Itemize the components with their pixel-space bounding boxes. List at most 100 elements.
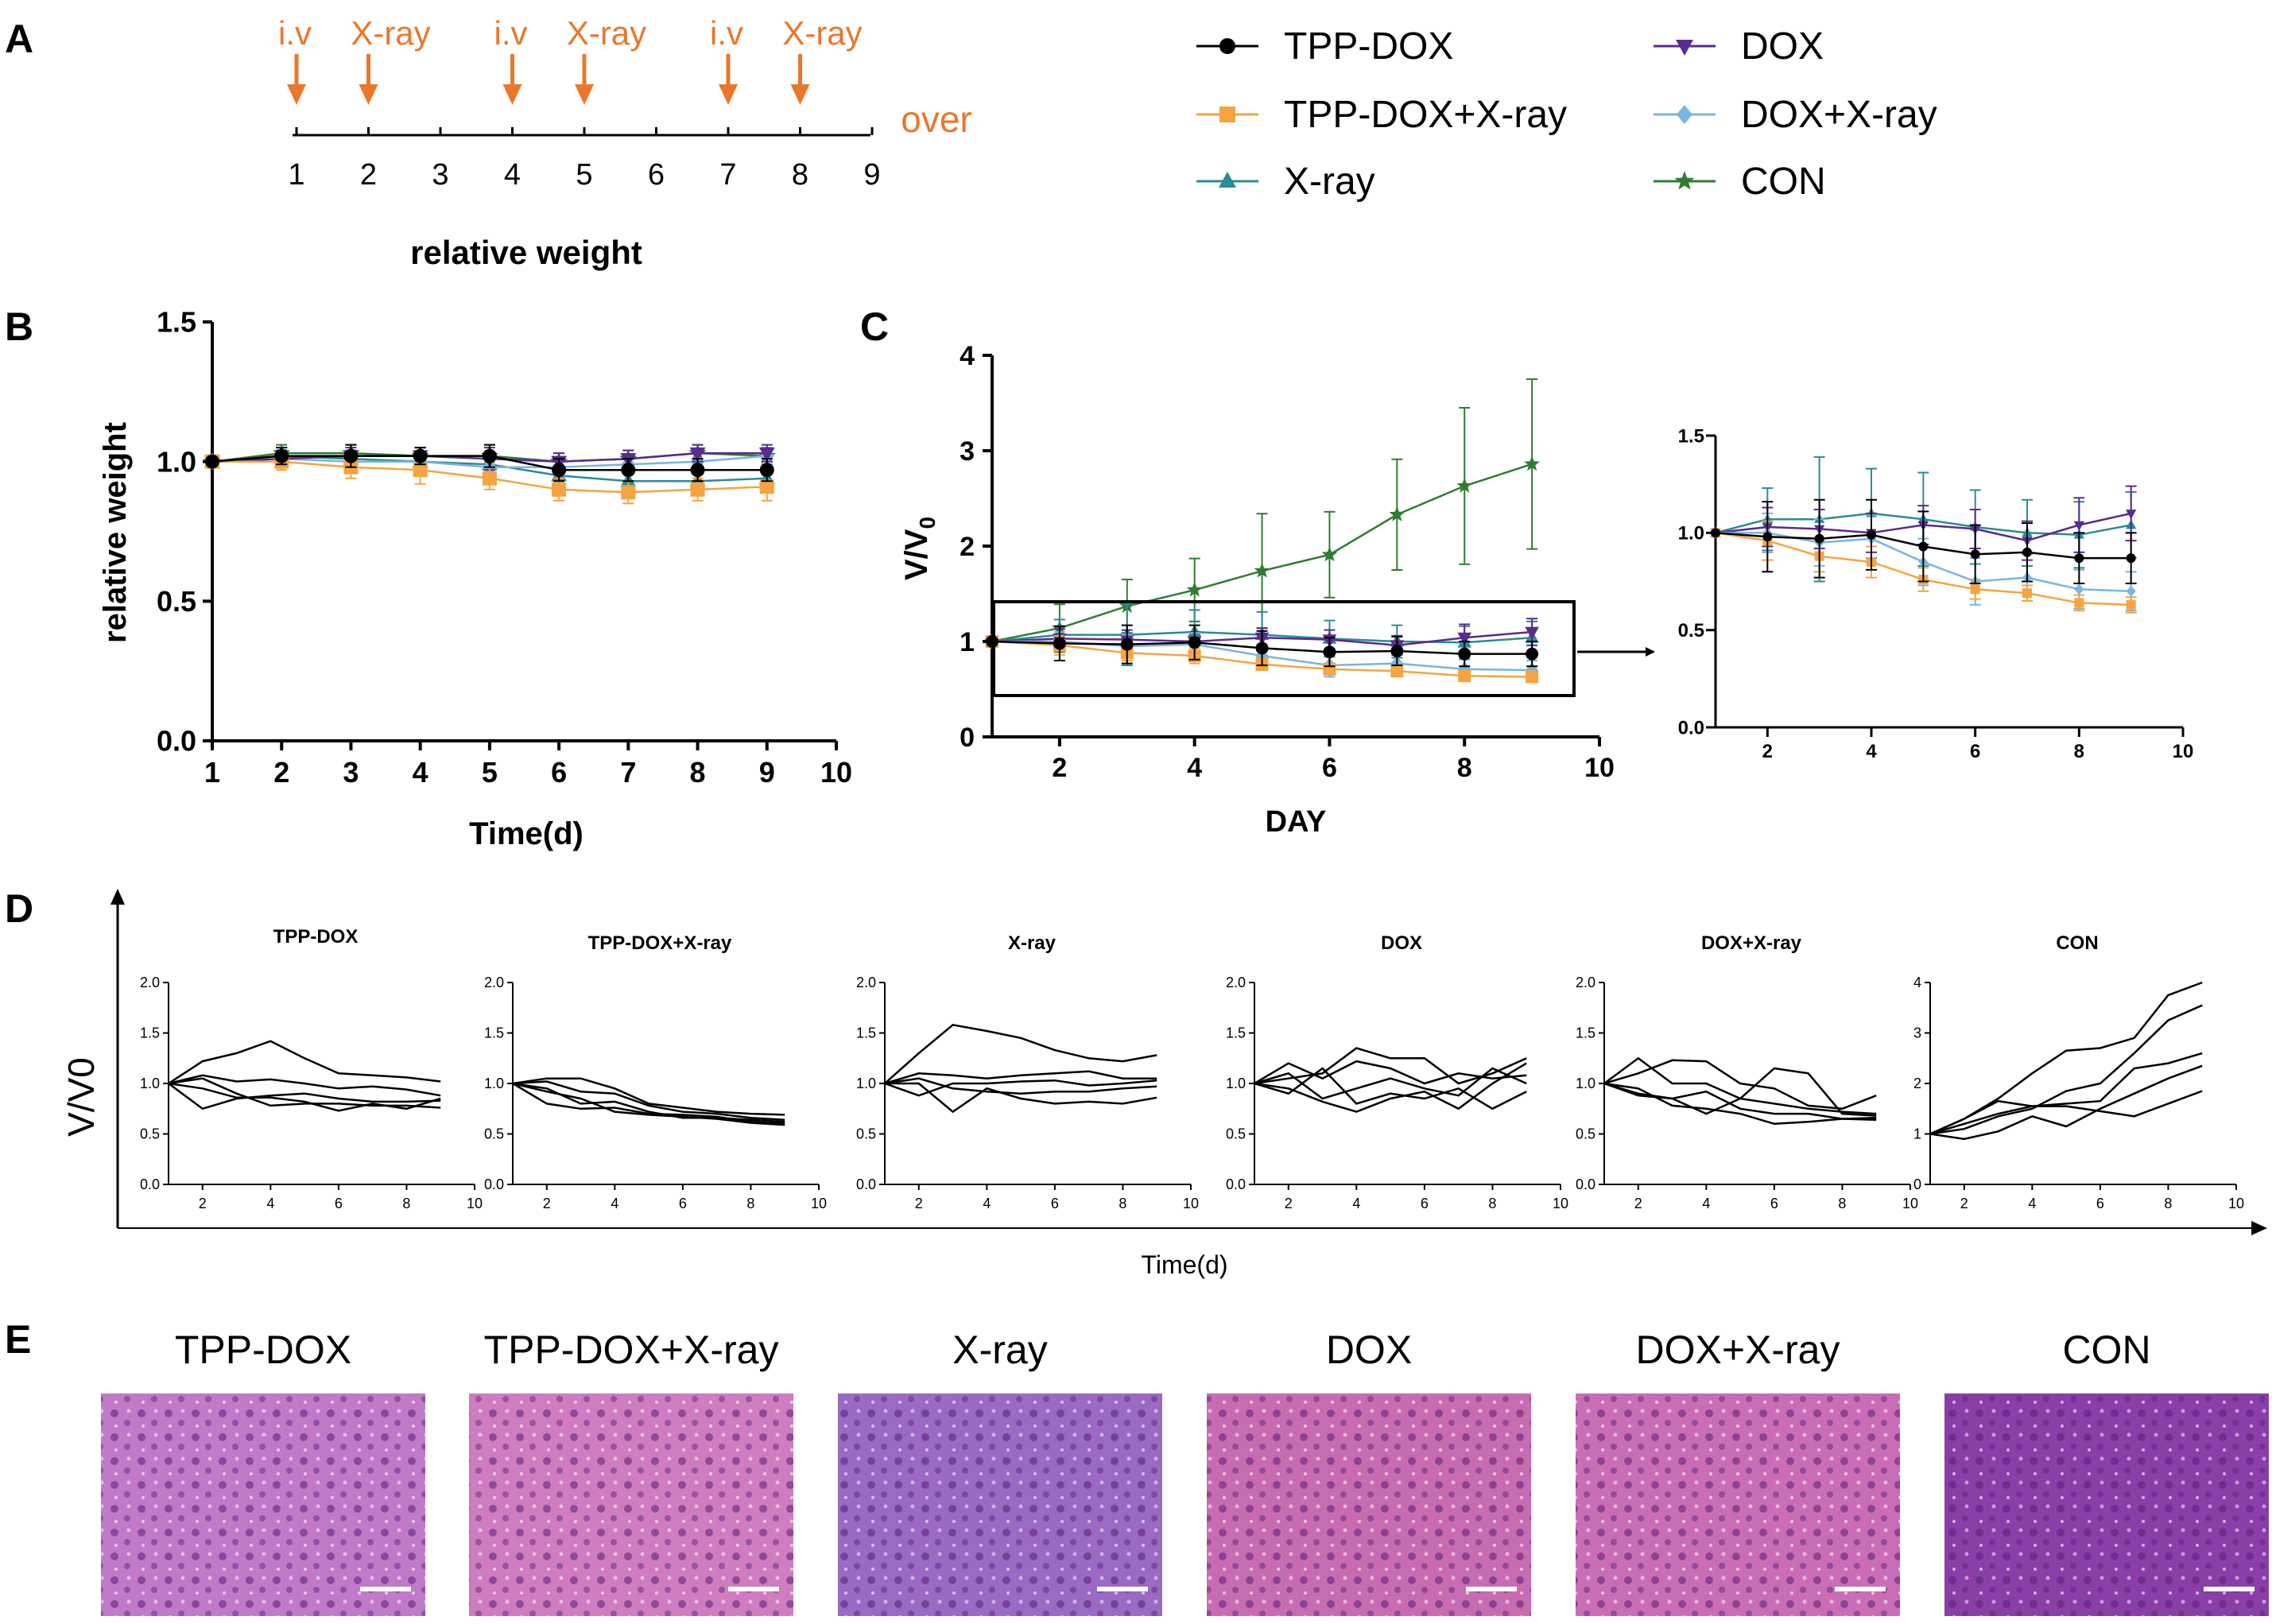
- y-tick-label: 0.0: [1678, 717, 1704, 738]
- x-tick-label: 9: [759, 756, 775, 789]
- x-tick-label: 10: [811, 1196, 827, 1211]
- histology-title: CON: [2062, 1327, 2150, 1372]
- data-point: [2022, 588, 2032, 599]
- x-tick-label: 8: [1488, 1196, 1496, 1211]
- data-point: [1186, 581, 1203, 597]
- x-axis-label: Time(d): [469, 816, 584, 851]
- y-tick-label: 0: [1913, 1176, 1921, 1192]
- y-tick-label: 2.0: [484, 975, 504, 990]
- individual-curve: [512, 1080, 785, 1121]
- individual-curve: [1929, 1052, 2203, 1135]
- timeline-event-label: i.v: [278, 14, 312, 52]
- histology-texture: [469, 1393, 793, 1616]
- x-axis-label: DAY: [1266, 805, 1327, 839]
- data-point: [552, 482, 567, 497]
- x-tick-label: 8: [690, 756, 706, 789]
- y-tick-label: 0.5: [157, 585, 196, 618]
- y-tick-label: 1.5: [1226, 1025, 1246, 1041]
- x-tick-label: 2: [273, 756, 289, 789]
- data-point: [1458, 661, 1471, 677]
- data-point: [1524, 455, 1540, 471]
- timeline-arrow-head: [287, 84, 306, 105]
- individual-curve: [168, 1077, 441, 1109]
- y-tick-label: 0.0: [856, 1176, 876, 1192]
- y-tick-label: 1.0: [1678, 523, 1704, 545]
- panel-b-title: relative weight: [410, 234, 642, 271]
- individual-curve: [1254, 1067, 1527, 1110]
- histology-texture: [1576, 1393, 1900, 1616]
- y-tick-label: 1.0: [856, 1076, 876, 1091]
- series-con: [984, 378, 1540, 653]
- individual-curve: [885, 1082, 1157, 1114]
- timeline-event-label: X-ray: [567, 14, 646, 52]
- data-point: [759, 479, 774, 494]
- data-point: [759, 463, 774, 478]
- y-tick-label: 0: [960, 723, 975, 753]
- legend-marker: [1219, 172, 1236, 188]
- individual-curve: [168, 1082, 441, 1112]
- individual-curve: [884, 1079, 1157, 1097]
- data-point: [482, 471, 497, 486]
- small-multiple-title: TPP-DOX: [273, 926, 359, 948]
- x-tick-label: 8: [1457, 753, 1472, 783]
- data-point: [690, 482, 705, 497]
- small-multiple-tpp-dox: TPP-DOX 2 4 6 8 10 0.0 0.5 1.0 1.5 2.0: [140, 926, 483, 1211]
- x-tick-label: 10: [1584, 753, 1615, 783]
- histology-texture: [1207, 1393, 1531, 1616]
- data-point: [1970, 549, 1980, 560]
- data-point: [1389, 506, 1405, 521]
- histology-title: TPP-DOX+X-ray: [484, 1327, 779, 1372]
- timeline-event-label: X-ray: [351, 14, 430, 52]
- y-tick-label: 0.0: [484, 1176, 504, 1192]
- x-tick-label: 6: [2096, 1196, 2104, 1211]
- chart-legend: TPP-DOX DOX TPP-DOX+X-ray DOX+X-ray X-ray CON: [1196, 25, 1937, 203]
- individual-curve: [1929, 1090, 2203, 1135]
- y-tick-label: 2: [1913, 1076, 1921, 1091]
- x-tick-label: 2: [1960, 1196, 1968, 1211]
- timeline-arrow-head: [502, 84, 522, 105]
- panel-letter-a: A: [5, 17, 33, 61]
- data-point: [482, 448, 497, 463]
- x-tick-label: 8: [402, 1196, 410, 1211]
- data-point: [621, 463, 636, 478]
- timeline-tick-label: 7: [719, 158, 736, 192]
- x-tick-label: 6: [1322, 753, 1337, 783]
- small-multiple-tpp-dox-x-ray: TPP-DOX+X-ray 2 4 6 8 10 0.0 0.5 1.0 1.5 2.0: [484, 932, 827, 1211]
- relative-weight-chart: 1 2 3 4 5 6 7 8 9 10 0.0 0.5 1.0 1.5 Time(d) relative w…: [98, 306, 852, 851]
- individual-curve: [1603, 1082, 1877, 1121]
- panel-d-x-arrowhead: [2251, 1221, 2267, 1235]
- y-axis-label: V/V0: [899, 517, 940, 580]
- legend-label: DOX: [1741, 25, 1824, 68]
- y-tick-label: 1.0: [140, 1076, 160, 1091]
- timeline-tick-label: 5: [576, 158, 592, 192]
- data-point: [2074, 583, 2084, 595]
- y-tick-label: 4: [1913, 975, 1921, 990]
- data-point: [2073, 521, 2084, 531]
- treatment-timeline: 1 2 3 4 5 6 7 8 9 i.v X-ray i.v X-ray i.v X-ray over: [278, 14, 972, 192]
- data-point: [274, 448, 289, 463]
- x-tick-label: 10: [467, 1196, 483, 1211]
- legend-label: DOX+X-ray: [1741, 94, 1937, 136]
- x-tick-label: 6: [1970, 741, 1980, 762]
- legend-marker: [1676, 40, 1693, 56]
- data-point: [1918, 541, 1929, 552]
- x-tick-label: 4: [983, 1196, 991, 1211]
- x-tick-label: 2: [1762, 741, 1773, 762]
- data-point: [1456, 478, 1473, 493]
- individual-curve: [1929, 981, 2203, 1135]
- individual-curve: [1929, 1064, 2203, 1141]
- panel-d-xlabel: Time(d): [1141, 1250, 1227, 1279]
- x-tick-label: 7: [620, 756, 636, 789]
- small-multiple-title: DOX: [1381, 932, 1422, 954]
- individual-curve: [1603, 1056, 1877, 1117]
- x-tick-label: 8: [2074, 741, 2084, 762]
- y-tick-label: 1.5: [140, 1025, 160, 1041]
- data-point: [621, 485, 636, 500]
- individual-curve: [168, 1040, 441, 1085]
- x-tick-label: 2: [543, 1196, 551, 1211]
- x-tick-label: 6: [679, 1196, 687, 1211]
- y-tick-label: 1.0: [1576, 1076, 1595, 1091]
- zoom-box: [992, 600, 1576, 697]
- legend-label: TPP-DOX+X-ray: [1284, 94, 1567, 136]
